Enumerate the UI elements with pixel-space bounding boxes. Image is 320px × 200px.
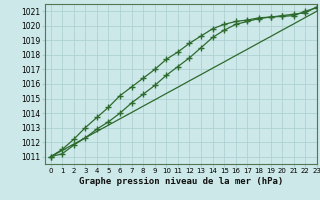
X-axis label: Graphe pression niveau de la mer (hPa): Graphe pression niveau de la mer (hPa) <box>79 177 283 186</box>
